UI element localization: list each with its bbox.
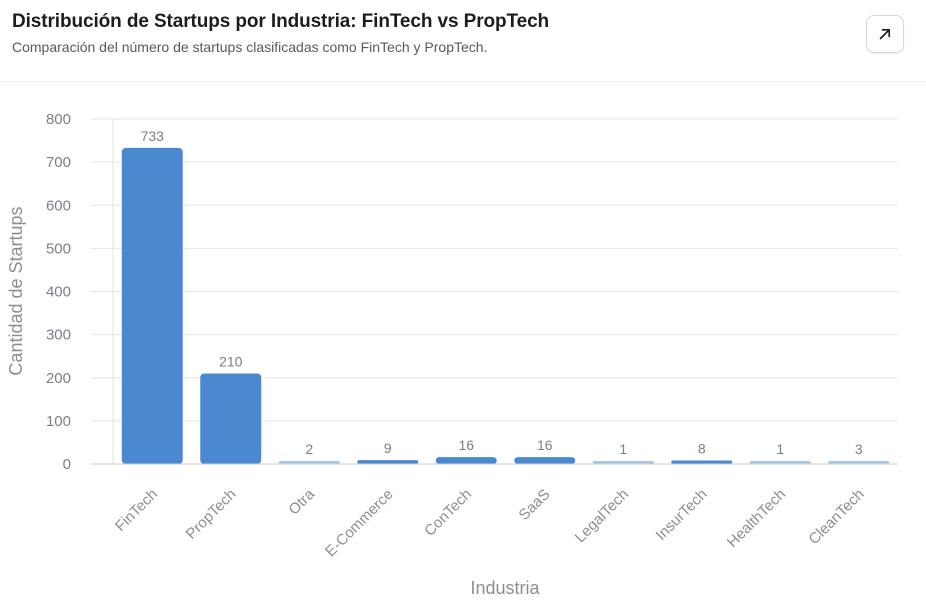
bar-cleantech: [828, 461, 890, 464]
y-tick-label: 800: [46, 111, 71, 128]
y-tick-label: 600: [46, 197, 71, 214]
bar-healthtech: [749, 461, 811, 464]
chart-header: Distribución de Startups por Industria: …: [0, 0, 926, 82]
bar-contech: [435, 457, 497, 464]
arrow-up-right-icon: [879, 29, 890, 40]
bar-insurtech: [671, 460, 733, 464]
x-tick-label: FinTech: [112, 486, 161, 535]
bar-fintech: [121, 147, 183, 465]
y-axis-title: Cantidad de Startups: [6, 206, 26, 375]
data-label: 733: [141, 128, 165, 144]
y-tick-label: 100: [46, 413, 71, 430]
data-label: 16: [458, 437, 474, 453]
x-tick-label: PropTech: [183, 486, 240, 543]
y-tick-label: 500: [46, 240, 71, 257]
y-tick-label: 400: [46, 284, 71, 301]
x-tick-label: LegalTech: [572, 486, 632, 546]
bar-otra: [278, 461, 340, 464]
x-axis-title: Industria: [470, 578, 540, 598]
x-tick-label: SaaS: [516, 486, 554, 524]
bar-legaltech: [592, 461, 654, 464]
data-label: 1: [619, 441, 627, 457]
bar-saas: [514, 457, 576, 464]
x-tick-label: Otra: [285, 485, 318, 518]
chart-subtitle: Comparación del número de startups clasi…: [12, 39, 488, 55]
data-label: 3: [855, 441, 863, 457]
y-tick-label: 0: [63, 456, 71, 473]
bar-proptech: [200, 373, 262, 464]
x-tick-label: CleanTech: [805, 486, 867, 548]
expand-button[interactable]: [866, 15, 904, 53]
y-tick-label: 300: [46, 327, 71, 344]
data-label: 9: [384, 440, 392, 456]
data-label: 1: [776, 441, 784, 457]
x-tick-label: HealthTech: [724, 486, 789, 551]
y-tick-label: 700: [46, 154, 71, 171]
data-label: 2: [305, 441, 313, 457]
data-label: 8: [698, 441, 706, 457]
x-tick-label: E-Commerce: [322, 486, 397, 561]
bar-e-commerce: [357, 460, 419, 464]
data-label: 210: [219, 353, 243, 369]
chart-title: Distribución de Startups por Industria: …: [12, 11, 550, 32]
x-tick-label: InsurTech: [653, 486, 711, 544]
data-label: 16: [537, 437, 553, 453]
x-tick-label: ConTech: [421, 486, 475, 540]
y-tick-label: 200: [46, 370, 71, 387]
